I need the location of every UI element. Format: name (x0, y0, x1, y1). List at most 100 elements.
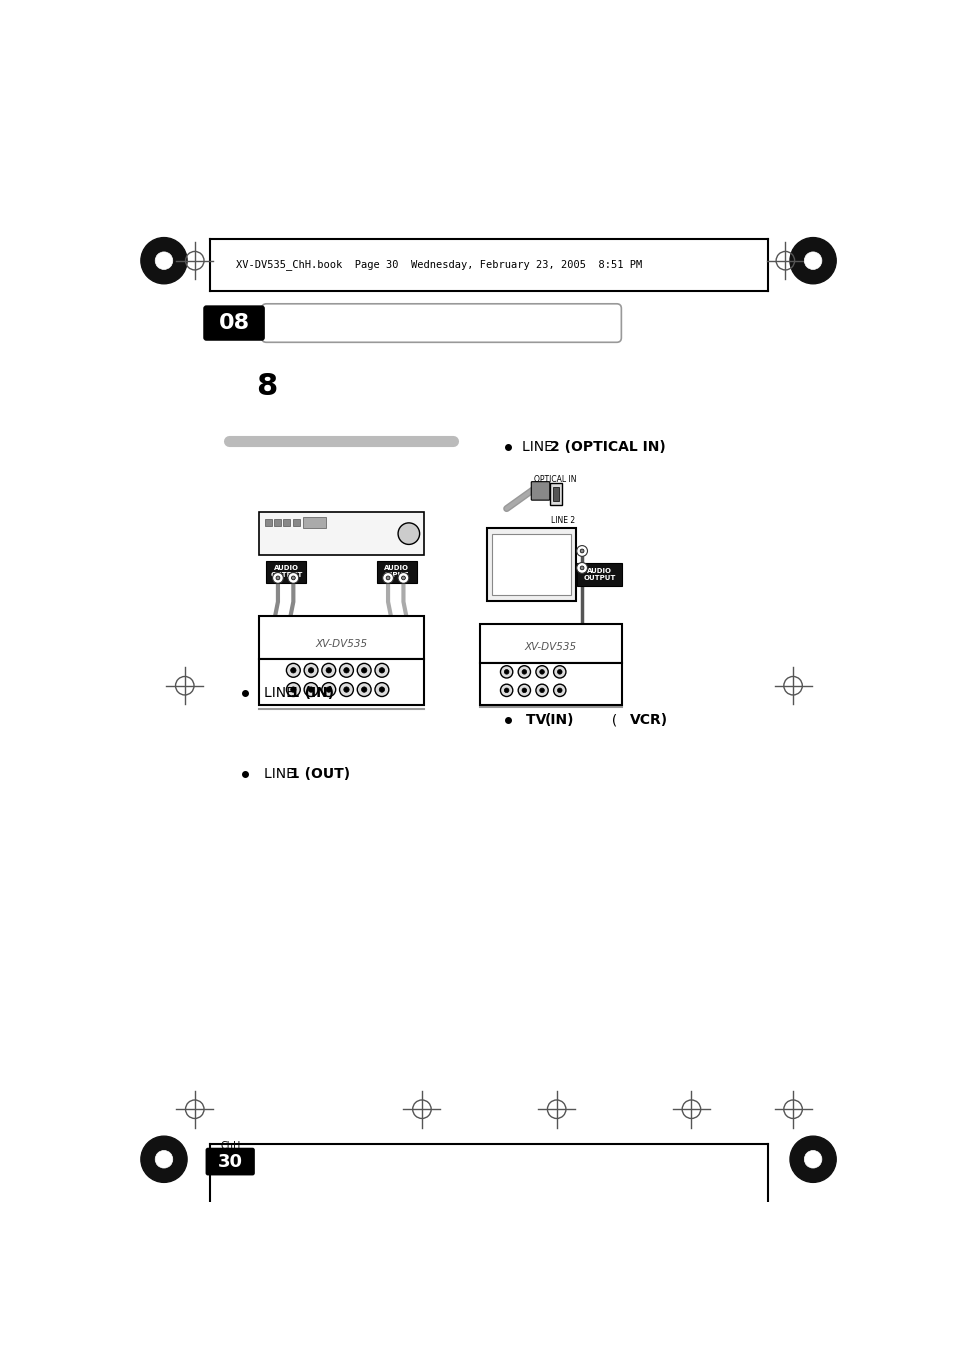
Bar (492, 534, 571, 594)
Circle shape (803, 1151, 821, 1169)
Circle shape (308, 667, 314, 673)
FancyBboxPatch shape (261, 304, 620, 342)
Text: ChH: ChH (220, 1142, 240, 1151)
Text: 1 (OUT): 1 (OUT) (290, 767, 350, 781)
Circle shape (326, 686, 331, 692)
Bar (283, 519, 290, 527)
Bar (376, 561, 416, 582)
Circle shape (536, 684, 548, 697)
Circle shape (504, 688, 508, 693)
Text: LINE: LINE (264, 686, 299, 700)
Text: XV-DV535: XV-DV535 (524, 642, 577, 653)
Bar (274, 519, 281, 527)
Circle shape (155, 1151, 172, 1169)
Bar (303, 517, 326, 528)
Text: 08: 08 (218, 313, 250, 334)
Circle shape (273, 573, 283, 584)
Circle shape (375, 663, 389, 677)
Circle shape (536, 666, 548, 678)
Text: AUDIO
OUTPUT: AUDIO OUTPUT (270, 565, 302, 578)
Bar (258, 512, 424, 555)
Text: (IN): (IN) (544, 713, 574, 727)
Circle shape (308, 686, 314, 692)
Text: XV-DV535: XV-DV535 (315, 639, 367, 648)
Circle shape (557, 688, 561, 693)
Circle shape (500, 684, 513, 697)
FancyBboxPatch shape (531, 482, 549, 500)
Circle shape (789, 238, 836, 284)
Circle shape (141, 238, 187, 284)
Bar (258, 659, 424, 705)
Bar (258, 616, 424, 659)
Circle shape (401, 576, 405, 580)
Text: 2 (OPTICAL IN): 2 (OPTICAL IN) (549, 440, 665, 454)
Circle shape (539, 688, 544, 693)
Circle shape (553, 684, 565, 697)
Circle shape (521, 688, 526, 693)
Circle shape (375, 682, 389, 697)
Circle shape (397, 573, 409, 584)
Circle shape (803, 251, 821, 269)
Circle shape (343, 686, 349, 692)
Circle shape (291, 686, 295, 692)
Circle shape (382, 573, 393, 584)
Circle shape (155, 251, 172, 269)
FancyBboxPatch shape (205, 1148, 254, 1175)
Circle shape (288, 573, 298, 584)
Circle shape (378, 667, 384, 673)
Circle shape (397, 523, 419, 544)
Circle shape (339, 682, 353, 697)
Circle shape (326, 667, 331, 673)
Circle shape (517, 666, 530, 678)
Circle shape (577, 562, 587, 573)
Bar (549, 484, 561, 505)
Circle shape (343, 667, 349, 673)
Circle shape (286, 682, 300, 697)
Text: OPTICAL IN: OPTICAL IN (533, 474, 576, 484)
Circle shape (504, 670, 508, 674)
Circle shape (275, 576, 279, 580)
Bar (266, 561, 306, 582)
Circle shape (141, 1136, 187, 1182)
Circle shape (356, 663, 371, 677)
Text: LINE: LINE (264, 767, 299, 781)
Bar (552, 488, 558, 501)
Circle shape (356, 682, 371, 697)
Text: TV: TV (525, 713, 551, 727)
Circle shape (579, 566, 583, 570)
Circle shape (361, 686, 367, 692)
Circle shape (304, 682, 317, 697)
Circle shape (521, 670, 526, 674)
Circle shape (557, 670, 561, 674)
Bar (293, 519, 299, 527)
Text: 1 (IN): 1 (IN) (290, 686, 335, 700)
Text: AUDIO
OUTPUT: AUDIO OUTPUT (583, 567, 616, 581)
Text: XV-DV535_ChH.book  Page 30  Wednesday, February 23, 2005  8:51 PM: XV-DV535_ChH.book Page 30 Wednesday, Feb… (235, 259, 641, 270)
Circle shape (286, 663, 300, 677)
Circle shape (321, 682, 335, 697)
Text: LINE 2: LINE 2 (551, 516, 575, 524)
Circle shape (378, 686, 384, 692)
Bar (479, 662, 621, 705)
Circle shape (553, 666, 565, 678)
Circle shape (517, 684, 530, 697)
FancyBboxPatch shape (203, 305, 265, 340)
Bar (265, 519, 272, 527)
Circle shape (291, 576, 295, 580)
Circle shape (577, 546, 587, 557)
Circle shape (304, 663, 317, 677)
Circle shape (789, 1136, 836, 1182)
Circle shape (539, 670, 544, 674)
Text: 30: 30 (217, 1152, 242, 1170)
Circle shape (361, 667, 367, 673)
Text: 8: 8 (256, 373, 277, 401)
Text: AUDIO
INPUT: AUDIO INPUT (384, 565, 409, 578)
Text: LINE: LINE (521, 440, 557, 454)
Text: (: ( (568, 713, 625, 727)
Circle shape (321, 663, 335, 677)
Circle shape (386, 576, 390, 580)
Circle shape (339, 663, 353, 677)
Circle shape (579, 549, 583, 553)
Bar (487, 528, 576, 601)
Bar (479, 624, 621, 662)
